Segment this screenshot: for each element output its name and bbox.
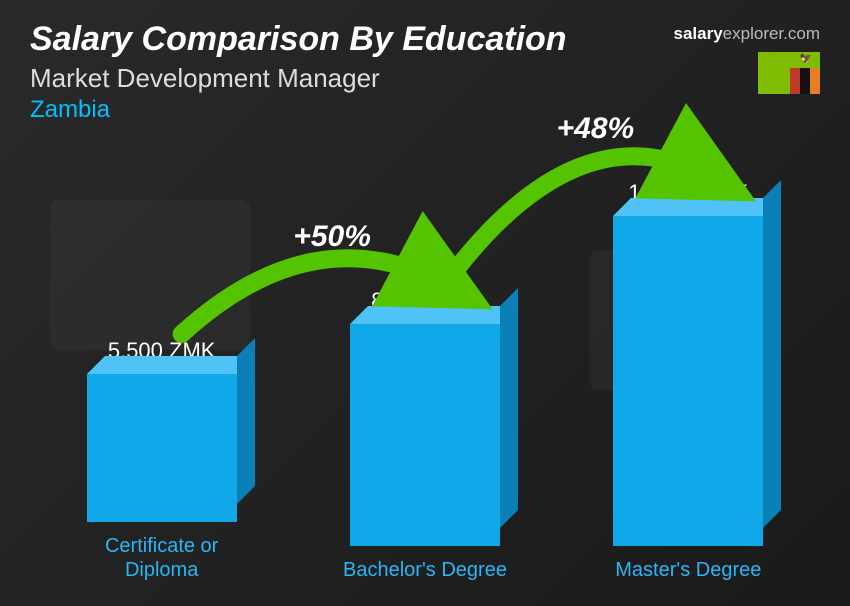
bar bbox=[613, 216, 763, 546]
bar-label: Certificate or Diploma bbox=[77, 534, 247, 582]
bar-front-face bbox=[350, 324, 500, 546]
site-logo: salaryexplorer.com bbox=[674, 24, 821, 44]
flag-stripe bbox=[790, 68, 800, 94]
logo-suffix: .com bbox=[783, 24, 820, 43]
bar bbox=[87, 374, 237, 522]
bar-label: Bachelor's Degree bbox=[340, 558, 510, 582]
bar bbox=[350, 324, 500, 546]
container: Salary Comparison By Education Market De… bbox=[0, 0, 850, 606]
flag-stripe bbox=[810, 68, 820, 94]
increase-pct: +48% bbox=[557, 112, 635, 146]
bar-group: 12,300 ZMKMaster's Degree bbox=[603, 180, 773, 582]
bar-top-face bbox=[87, 356, 255, 374]
chart-subtitle: Market Development Manager bbox=[30, 63, 820, 94]
bar-group: 5,500 ZMKCertificate or Diploma bbox=[77, 338, 247, 582]
flag-stripe bbox=[800, 68, 810, 94]
bar-group: 8,280 ZMKBachelor's Degree bbox=[340, 288, 510, 582]
bar-chart: 5,500 ZMKCertificate or Diploma 8,280 ZMK… bbox=[60, 142, 790, 582]
logo-bold: salary bbox=[674, 24, 723, 43]
bar-front-face bbox=[613, 216, 763, 546]
bar-front-face bbox=[87, 374, 237, 522]
flag-stripes bbox=[790, 68, 820, 94]
bar-side-face bbox=[763, 180, 781, 528]
bar-side-face bbox=[500, 288, 518, 528]
country-flag: 🦅 bbox=[758, 52, 820, 94]
bar-label: Master's Degree bbox=[603, 558, 773, 582]
increase-pct: +50% bbox=[293, 220, 371, 254]
chart-country: Zambia bbox=[30, 96, 820, 124]
bar-top-face bbox=[613, 198, 781, 216]
logo-light: explorer bbox=[723, 24, 783, 43]
flag-eagle-icon: 🦅 bbox=[800, 54, 812, 65]
bar-side-face bbox=[237, 338, 255, 504]
bar-top-face bbox=[350, 306, 518, 324]
